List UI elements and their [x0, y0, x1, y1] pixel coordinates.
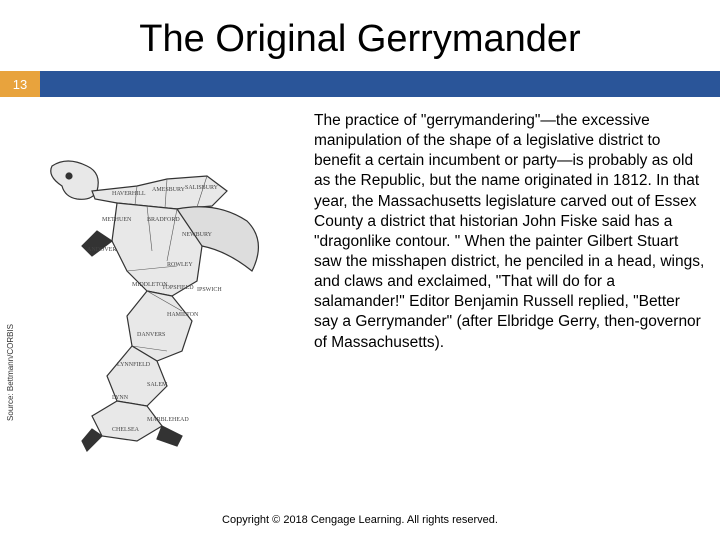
svg-text:BRADFORD: BRADFORD — [147, 217, 180, 223]
svg-text:SALISBURY: SALISBURY — [185, 185, 219, 191]
svg-text:DANVERS: DANVERS — [137, 332, 165, 338]
svg-text:NEWBURY: NEWBURY — [182, 232, 213, 238]
svg-text:CHELSEA: CHELSEA — [112, 427, 140, 433]
slide-title: The Original Gerrymander — [0, 0, 720, 71]
svg-text:HAVERHILL: HAVERHILL — [112, 191, 146, 197]
text-column: The practice of "gerrymandering"—the exc… — [306, 111, 706, 461]
content-area: Source: Bettmann/CORBIS — [0, 97, 720, 461]
slide-number-box: 13 — [0, 71, 40, 97]
svg-text:ANDOVER: ANDOVER — [87, 247, 116, 253]
accent-bar: 13 — [0, 71, 720, 97]
svg-text:HAMILTON: HAMILTON — [167, 312, 199, 318]
accent-bar-fill — [40, 71, 720, 97]
body-paragraph: The practice of "gerrymandering"—the exc… — [314, 111, 706, 353]
svg-text:METHUEN: METHUEN — [102, 217, 132, 223]
svg-text:LYNNFIELD: LYNNFIELD — [117, 362, 151, 368]
copyright-footer: Copyright © 2018 Cengage Learning. All r… — [0, 514, 720, 526]
svg-text:AMESBURY: AMESBURY — [152, 187, 186, 193]
image-credit: Source: Bettmann/CORBIS — [6, 324, 15, 421]
svg-text:LYNN: LYNN — [112, 395, 129, 401]
svg-text:IPSWICH: IPSWICH — [197, 287, 222, 293]
svg-text:SALEM: SALEM — [147, 382, 168, 388]
svg-text:ROWLEY: ROWLEY — [167, 262, 193, 268]
svg-text:TOPSFIELD: TOPSFIELD — [162, 285, 194, 291]
svg-text:MARBLEHEAD: MARBLEHEAD — [147, 417, 189, 423]
gerrymander-image: HAVERHILL AMESBURY SALISBURY METHUEN AND… — [17, 151, 297, 461]
image-column: Source: Bettmann/CORBIS — [6, 111, 306, 461]
